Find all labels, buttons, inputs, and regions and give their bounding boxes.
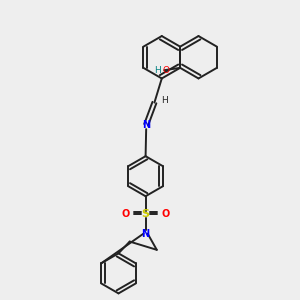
- Text: N: N: [142, 120, 150, 130]
- Text: N: N: [142, 229, 150, 238]
- Text: O: O: [122, 209, 130, 220]
- Text: O: O: [161, 209, 170, 220]
- Text: S: S: [142, 209, 150, 220]
- Text: H: H: [154, 66, 160, 75]
- Text: H: H: [161, 96, 168, 105]
- Text: O: O: [163, 66, 170, 75]
